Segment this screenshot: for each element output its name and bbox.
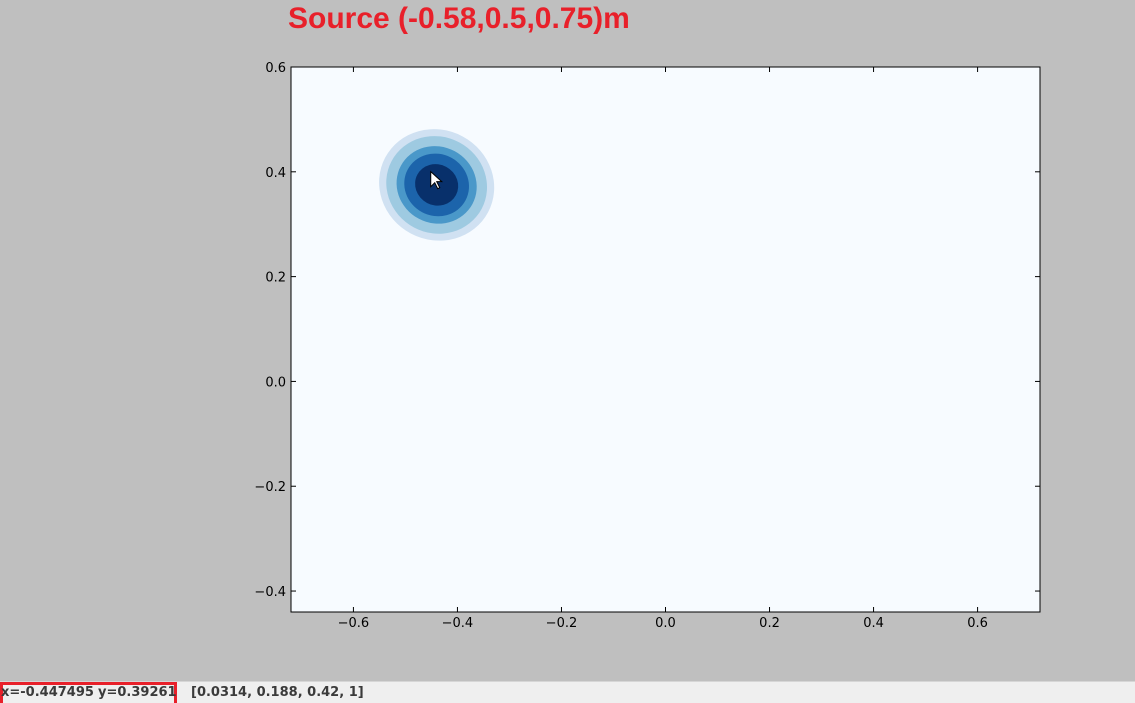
- y-tick-label: −0.2: [254, 480, 286, 495]
- x-tick-label: 0.6: [967, 616, 988, 631]
- y-tick-label: −0.4: [254, 585, 286, 600]
- status-bar: x=-0.447495 y=0.39261 [0.0314, 0.188, 0.…: [0, 681, 1135, 703]
- x-tick-label: 0.0: [655, 616, 676, 631]
- x-axis-ticks: −0.6 −0.4 −0.2 0.0 0.2 0.4 0.6: [338, 67, 988, 631]
- y-tick-label: 0.2: [265, 271, 286, 286]
- x-tick-label: −0.2: [546, 616, 578, 631]
- coordinate-highlight-box: [0, 682, 177, 703]
- color-value-readout: [0.0314, 0.188, 0.42, 1]: [191, 685, 364, 700]
- x-tick-label: 0.2: [759, 616, 780, 631]
- y-tick-label: 0.4: [265, 166, 286, 181]
- mouse-cursor-icon: [430, 170, 444, 190]
- y-coordinate-readout: y=0.39261: [98, 685, 177, 700]
- cursor-arrow-icon: [430, 170, 444, 190]
- y-tick-label: 0.0: [265, 375, 286, 390]
- y-axis-ticks: 0.6 0.4 0.2 0.0 −0.2 −0.4: [254, 61, 1040, 600]
- x-tick-label: −0.6: [338, 616, 370, 631]
- x-coordinate-readout: x=-0.447495: [1, 685, 94, 700]
- x-tick-label: 0.4: [863, 616, 884, 631]
- contour-plot[interactable]: −0.6 −0.4 −0.2 0.0 0.2 0.4 0.6 0.60.40.20.0−0.…: [0, 0, 1135, 680]
- figure-title: Source (-0.58,0.5,0.75)m: [288, 2, 630, 35]
- y-tick-label: 0.6: [265, 61, 286, 76]
- x-tick-label: −0.4: [442, 616, 474, 631]
